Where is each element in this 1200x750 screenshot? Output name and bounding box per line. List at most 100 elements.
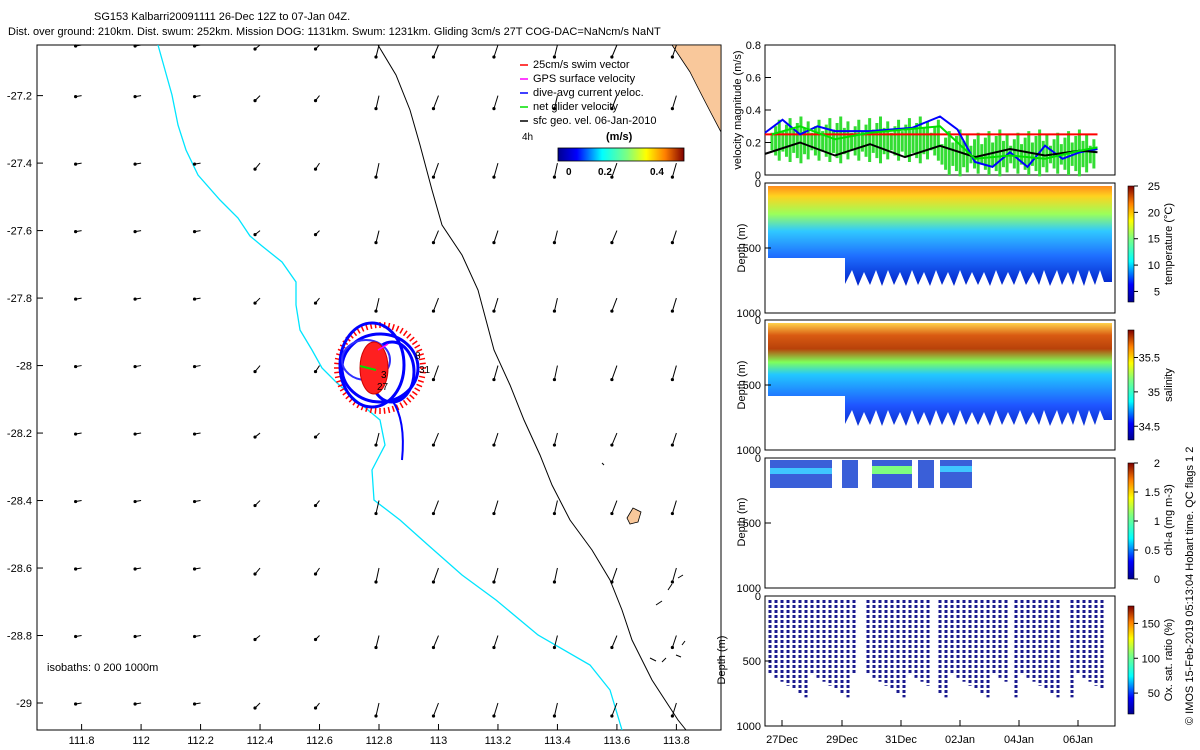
oxygen-ylabel: Depth (m) [716, 636, 728, 685]
map-x-ticks: 111.8 112 112.2 112.4 112.6 112.8 113 113.2 113.… [69, 724, 690, 747]
geo-arrow [433, 635, 439, 648]
map-x-tick-label: 112.6 [306, 735, 333, 747]
geo-arrow-head [192, 702, 197, 706]
geo-arrow [553, 432, 558, 446]
geo-arrow-head [374, 107, 378, 111]
isobath-label: isobaths: 0 200 1000m [47, 662, 158, 674]
geo-arrow-head [192, 634, 197, 639]
velocity-y-tick-label: 0.4 [746, 105, 761, 117]
geo-arrow-head [74, 44, 78, 48]
swim-vector [411, 340, 418, 346]
geo-arrow [493, 95, 499, 109]
geo-arrow-head [74, 95, 78, 99]
geo-arrow-head [253, 435, 257, 439]
depth-tick-label: 500 [743, 243, 761, 255]
map-x-tick-label: 112.2 [187, 735, 214, 747]
geo-arrow [433, 162, 439, 178]
geo-arrow-head [610, 511, 614, 516]
geo-arrow-head [492, 645, 496, 650]
swim-vector [399, 327, 404, 334]
geo-arrow-head [552, 645, 557, 650]
geo-arrow [375, 567, 380, 583]
chl-y-ticks: 0 500 1000 [737, 453, 771, 595]
geo-arrow-head [192, 297, 197, 301]
colorbar-tick-label: 15 [1148, 234, 1160, 246]
colorbar-tick-label: 34.5 [1139, 421, 1160, 433]
colorbar-tick-label: 100 [1142, 653, 1160, 665]
geo-arrow-head [313, 369, 318, 374]
geo-arrow-head [670, 107, 674, 111]
geo-arrow [671, 702, 677, 717]
geo-arrow [433, 44, 439, 58]
legend-label: net glider velocity [533, 101, 618, 113]
geo-arrow-head [133, 162, 137, 166]
geo-arrow-head [374, 175, 378, 179]
geo-arrow-head [133, 634, 137, 639]
geo-arrow-head [610, 240, 614, 245]
swim-vector [395, 325, 400, 332]
geo-arrow-head [192, 432, 197, 436]
geo-arrow [493, 567, 499, 583]
time-tick-label: 04Jan [1004, 734, 1034, 746]
geo-arrow-head [192, 229, 197, 234]
geo-arrow-head [552, 240, 557, 245]
geo-arrow-head [133, 44, 137, 48]
geo-arrow-head [253, 167, 257, 171]
geo-arrow [611, 297, 618, 312]
geo-arrow-head [313, 99, 318, 103]
track-label-31: 31 [419, 365, 431, 376]
chl-profiles [770, 460, 972, 488]
geo-arrow-head [431, 511, 436, 516]
geo-arrow-head [133, 297, 137, 301]
map-y-tick-label: -27.2 [7, 91, 32, 103]
geo-arrow-head [552, 443, 557, 447]
geo-arrow [493, 702, 499, 717]
geo-arrow [611, 702, 618, 717]
map-y-tick-label: -28 [16, 361, 32, 373]
geo-arrow-head [374, 55, 378, 59]
velocity-y-tick-label: 0.2 [746, 138, 761, 150]
geo-arrow-head [610, 309, 614, 313]
geo-arrow-head [552, 309, 557, 313]
geo-arrow [553, 95, 558, 109]
speed-colorbar [557, 147, 685, 162]
geo-arrow-head [431, 580, 436, 584]
geo-arrow [493, 230, 499, 243]
geo-arrow-head [74, 567, 78, 571]
geo-arrow [671, 297, 677, 312]
speed-tick-0: 0 [566, 167, 572, 178]
geo-arrow-head [313, 572, 318, 576]
legend-label: 25cm/s swim vector [533, 59, 630, 71]
geo-arrow-head [552, 511, 557, 516]
legend-label: dive-avg current veloc. [533, 87, 644, 99]
geo-arrow [671, 432, 677, 446]
geo-arrow-head [313, 301, 318, 305]
geo-arrow-head [492, 240, 496, 245]
land-mass [671, 44, 722, 133]
geo-arrow-head [552, 580, 557, 584]
swim-vector [406, 333, 412, 339]
geo-arrow-head [313, 637, 318, 642]
geo-arrow-head [610, 377, 614, 382]
swim-vector [406, 397, 412, 403]
geo-arrow-head [313, 232, 318, 237]
geo-arrow [493, 44, 499, 58]
geo-arrow-head [670, 309, 674, 313]
map-y-tick-label: -27.6 [7, 226, 32, 238]
geo-arrow [375, 432, 380, 446]
geo-arrow [611, 230, 618, 243]
oxygen-colorbar-label: Ox. sat. ratio (%) [1163, 619, 1175, 702]
map-y-tick-label: -27.4 [7, 158, 32, 170]
geo-arrow-head [74, 499, 78, 504]
temperature-colorbar [1127, 185, 1135, 303]
time-tick-label: 06Jan [1063, 734, 1093, 746]
geo-arrow-head [431, 240, 436, 245]
geo-arrow-head [133, 432, 137, 436]
swim-vectors [334, 322, 426, 414]
geo-arrow-head [374, 240, 378, 245]
glider-track: 8 3 27 31 [334, 321, 431, 461]
geo-arrow-head [670, 511, 674, 516]
geo-arrow-head [552, 377, 557, 382]
geo-arrow-head [313, 435, 318, 439]
swim-vector [402, 330, 408, 337]
